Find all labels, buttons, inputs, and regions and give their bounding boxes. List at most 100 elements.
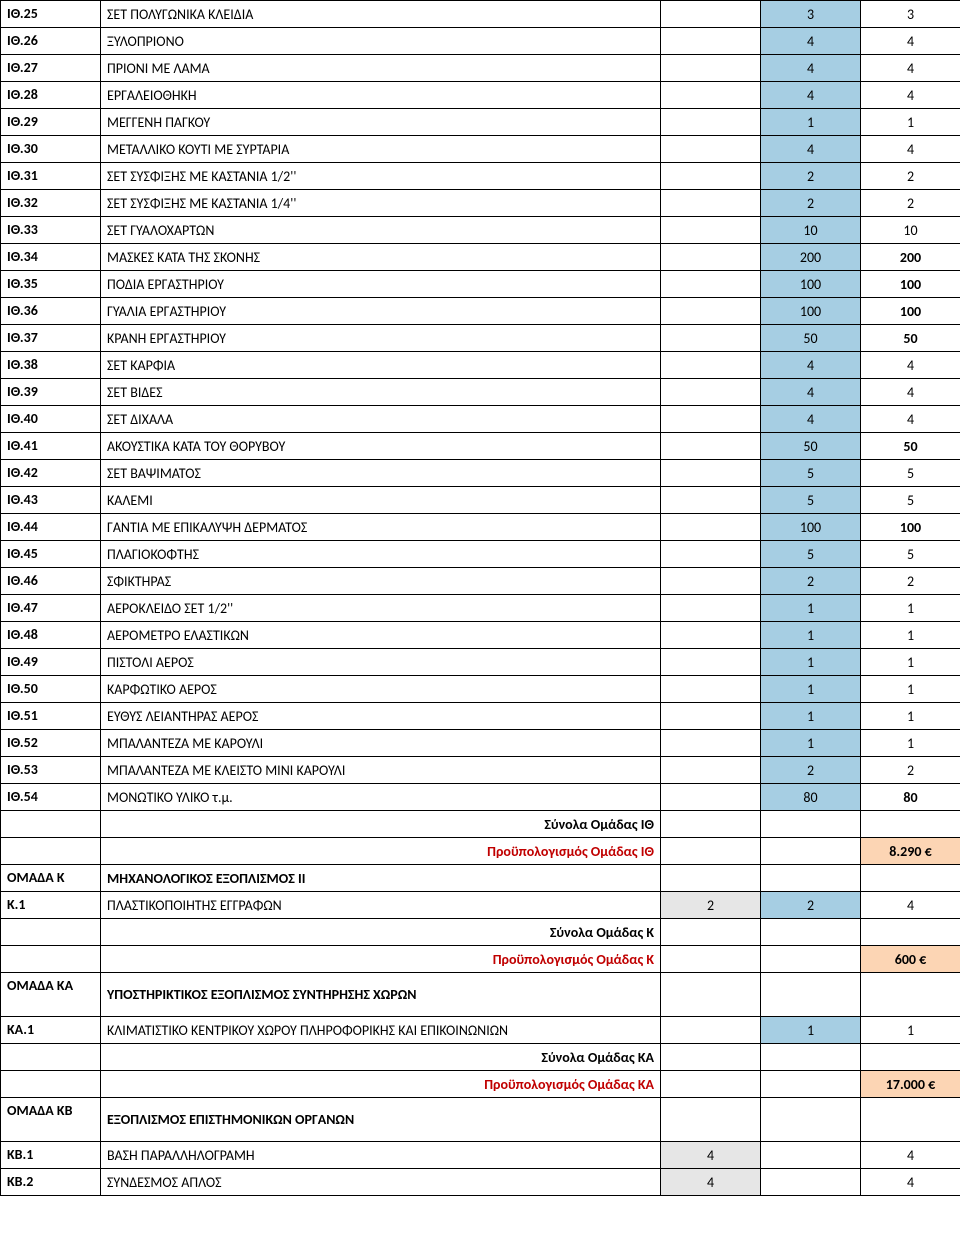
table-row: ΙΘ.45ΠΛΑΓΙΟΚΟΦΤΗΣ55 [1, 541, 960, 568]
item-code: ΙΘ.45 [1, 541, 101, 568]
table-row: ΙΘ.39ΣΕΤ ΒΙΔΕΣ44 [1, 379, 960, 406]
item-desc: ΣΕΤ ΓΥΑΛΟΧΑΡΤΩΝ [101, 217, 661, 244]
item-col-c: 5 [861, 487, 960, 514]
item-code: ΙΘ.32 [1, 190, 101, 217]
item-col-c: 100 [861, 271, 960, 298]
item-code: ΙΘ.34 [1, 244, 101, 271]
item-col-b: 100 [761, 514, 861, 541]
item-col-b: 2 [761, 568, 861, 595]
table-row: ΙΘ.30ΜΕΤΑΛΛΙΚΟ ΚΟΥΤΙ ΜΕ ΣΥΡΤΑΡΙΑ44 [1, 136, 960, 163]
item-code: ΙΘ.49 [1, 649, 101, 676]
item-col-b: 5 [761, 487, 861, 514]
item-col-c: 1 [861, 622, 960, 649]
item-col-a [661, 1, 761, 28]
item-col-a: 4 [661, 1142, 761, 1169]
item-code: ΙΘ.31 [1, 163, 101, 190]
item-code: ΙΘ.44 [1, 514, 101, 541]
item-col-b: 100 [761, 298, 861, 325]
empty-cell [761, 838, 861, 865]
item-code: Κ.1 [1, 892, 101, 919]
item-col-a [661, 676, 761, 703]
table-row: ΙΘ.29ΜΕΓΓΕΝΗ ΠΑΓΚΟΥ11 [1, 109, 960, 136]
empty-cell [1, 838, 101, 865]
item-col-a [661, 433, 761, 460]
empty-cell [861, 973, 960, 1017]
table-row: ΙΘ.49ΠΙΣΤΟΛΙ ΑΕΡΟΣ11 [1, 649, 960, 676]
table-row: ΙΘ.47ΑΕΡΟΚΛΕΙΔΟ ΣΕΤ 1/2''11 [1, 595, 960, 622]
item-col-c: 1 [861, 676, 960, 703]
item-col-a [661, 649, 761, 676]
empty-cell [661, 919, 761, 946]
item-col-b: 4 [761, 55, 861, 82]
item-code: ΙΘ.54 [1, 784, 101, 811]
item-desc: ΣΥΝΔΕΣΜΟΣ ΑΠΛΟΣ [101, 1169, 661, 1196]
item-col-c: 1 [861, 595, 960, 622]
table-row: ΙΘ.46ΣΦΙΚΤΗΡΑΣ22 [1, 568, 960, 595]
item-col-a [661, 217, 761, 244]
group-code: ΟΜΑΔΑ ΚΒ [1, 1098, 101, 1142]
item-col-c: 200 [861, 244, 960, 271]
item-col-b: 50 [761, 325, 861, 352]
table-row: ΙΘ.27ΠΡΙΟΝΙ ΜΕ ΛΑΜΑ44 [1, 55, 960, 82]
item-desc: ΣΦΙΚΤΗΡΑΣ [101, 568, 661, 595]
item-code: ΙΘ.52 [1, 730, 101, 757]
item-col-a [661, 703, 761, 730]
item-code: ΙΘ.50 [1, 676, 101, 703]
item-desc: ΚΑΛΕΜΙ [101, 487, 661, 514]
item-col-b: 4 [761, 136, 861, 163]
item-col-b: 2 [761, 190, 861, 217]
budget-value: 8.290 € [861, 838, 960, 865]
item-col-b: 1 [761, 703, 861, 730]
item-desc: ΠΛΑΓΙΟΚΟΦΤΗΣ [101, 541, 661, 568]
item-desc: ΜΕΤΑΛΛΙΚΟ ΚΟΥΤΙ ΜΕ ΣΥΡΤΑΡΙΑ [101, 136, 661, 163]
item-desc: ΒΑΣΗ ΠΑΡΑΛΛΗΛΟΓΡΑΜΗ [101, 1142, 661, 1169]
item-code: ΙΘ.26 [1, 28, 101, 55]
item-desc: ΜΕΓΓΕΝΗ ΠΑΓΚΟΥ [101, 109, 661, 136]
item-code: ΙΘ.51 [1, 703, 101, 730]
empty-cell [761, 919, 861, 946]
item-col-c: 2 [861, 757, 960, 784]
item-col-c: 4 [861, 352, 960, 379]
item-col-c: 1 [861, 109, 960, 136]
item-code: ΙΘ.40 [1, 406, 101, 433]
item-col-a [661, 82, 761, 109]
table-row: ΙΘ.43ΚΑΛΕΜΙ55 [1, 487, 960, 514]
table-row: ΙΘ.33ΣΕΤ ΓΥΑΛΟΧΑΡΤΩΝ1010 [1, 217, 960, 244]
item-desc: ΣΕΤ ΣΥΣΦΙΞΗΣ ΜΕ ΚΑΣΤΑΝΙΑ 1/4'' [101, 190, 661, 217]
item-code: ΙΘ.46 [1, 568, 101, 595]
item-col-a [661, 28, 761, 55]
empty-cell [1, 1044, 101, 1071]
item-col-c: 80 [861, 784, 960, 811]
item-col-c: 4 [861, 406, 960, 433]
item-col-c: 1 [861, 1017, 960, 1044]
table-row: ΙΘ.26ΞΥΛΟΠΡΙΟΝΟ44 [1, 28, 960, 55]
empty-cell [861, 865, 960, 892]
item-desc: ΓΥΑΛΙΑ ΕΡΓΑΣΤΗΡΙΟΥ [101, 298, 661, 325]
item-col-b: 1 [761, 595, 861, 622]
table-row: ΙΘ.48ΑΕΡΟΜΕΤΡΟ ΕΛΑΣΤΙΚΩΝ11 [1, 622, 960, 649]
item-col-c: 1 [861, 649, 960, 676]
item-col-c: 2 [861, 190, 960, 217]
empty-cell [661, 1071, 761, 1098]
table-row: ΙΘ.40ΣΕΤ ΔΙΧΑΛΑ44 [1, 406, 960, 433]
item-col-c: 1 [861, 730, 960, 757]
item-col-a [661, 352, 761, 379]
table-row: Σύνολα Ομάδας ΙΘ [1, 811, 960, 838]
item-col-c: 3 [861, 1, 960, 28]
empty-cell [1, 1071, 101, 1098]
item-desc: ΑΕΡΟΚΛΕΙΔΟ ΣΕΤ 1/2'' [101, 595, 661, 622]
item-desc: ΕΡΓΑΛΕΙΟΘΗΚΗ [101, 82, 661, 109]
empty-cell [761, 973, 861, 1017]
item-col-a: 2 [661, 892, 761, 919]
item-code: ΙΘ.37 [1, 325, 101, 352]
empty-cell [1, 919, 101, 946]
table-row: ΙΘ.50ΚΑΡΦΩΤΙΚΟ ΑΕΡΟΣ11 [1, 676, 960, 703]
item-code: ΙΘ.33 [1, 217, 101, 244]
item-desc: ΜΟΝΩΤΙΚΟ ΥΛΙΚΟ τ.μ. [101, 784, 661, 811]
budget-label: Προϋπολογισμός Ομάδας ΙΘ [101, 838, 661, 865]
item-desc: ΠΛΑΣΤΙΚΟΠΟΙΗΤΗΣ ΕΓΓΡΑΦΩΝ [101, 892, 661, 919]
item-desc: ΣΕΤ ΒΙΔΕΣ [101, 379, 661, 406]
subtotal-label: Σύνολα Ομάδας ΚΑ [101, 1044, 661, 1071]
empty-cell [661, 1044, 761, 1071]
table-row: ΙΘ.44ΓΑΝΤΙΑ ΜΕ ΕΠΙΚΑΛΥΨΗ ΔΕΡΜΑΤΟΣ100100 [1, 514, 960, 541]
